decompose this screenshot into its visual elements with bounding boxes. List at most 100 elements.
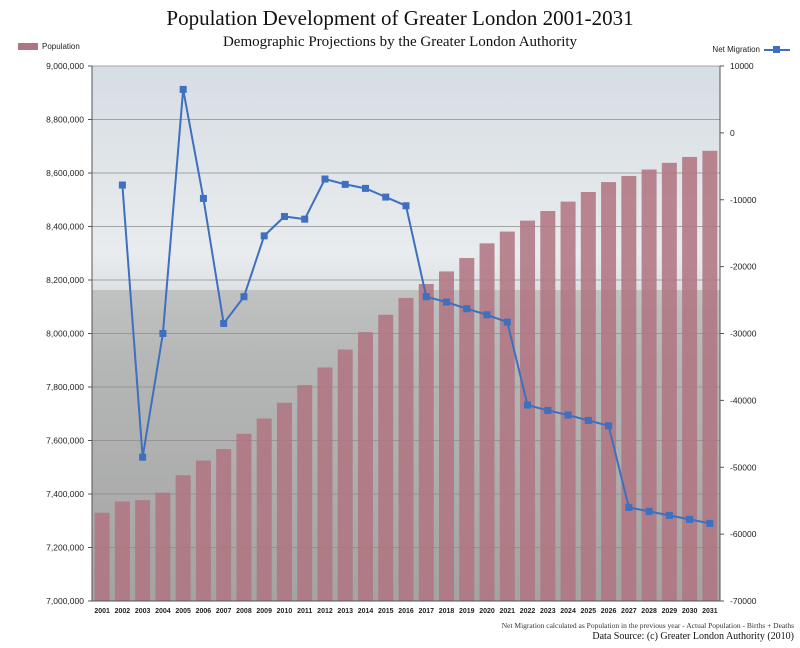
population-bar xyxy=(601,182,617,601)
net-migration-point xyxy=(159,330,167,337)
population-bar xyxy=(398,297,414,601)
x-tick-label: 2030 xyxy=(682,608,698,615)
x-tick-label: 2002 xyxy=(115,608,131,615)
net-migration-point xyxy=(483,311,491,319)
net-migration-point xyxy=(706,519,714,527)
legend-population-label: Population xyxy=(42,42,80,51)
net-migration-point xyxy=(179,85,187,93)
population-bar xyxy=(155,492,171,601)
net-migration-point xyxy=(402,202,410,210)
footnote: Net Migration calculated as Population i… xyxy=(501,621,794,630)
x-tick-label: 2024 xyxy=(560,608,576,615)
population-bar xyxy=(459,258,475,601)
y2-tick-label: -40000 xyxy=(730,395,757,405)
net-migration-swatch xyxy=(764,45,790,53)
net-migration-point xyxy=(260,232,268,240)
population-bar xyxy=(378,314,394,601)
x-tick-label: 2028 xyxy=(641,608,657,615)
y-tick-label: 8,000,000 xyxy=(46,329,84,339)
x-tick-label: 2006 xyxy=(196,608,212,615)
x-tick-label: 2031 xyxy=(702,608,718,615)
population-bar xyxy=(479,243,495,602)
legend-net-migration-label: Net Migration xyxy=(712,45,760,54)
x-tick-label: 2009 xyxy=(256,608,272,615)
population-bar xyxy=(216,449,232,601)
net-migration-point xyxy=(361,184,369,192)
y2-tick-label: -10000 xyxy=(730,195,757,205)
net-migration-point xyxy=(382,193,390,201)
x-tick-label: 2013 xyxy=(337,608,353,615)
x-tick-label: 2020 xyxy=(479,608,495,615)
population-bar xyxy=(621,175,637,601)
population-swatch xyxy=(18,43,38,50)
net-migration-point xyxy=(118,181,126,189)
chart-title: Population Development of Greater London… xyxy=(166,6,634,30)
x-tick-label: 2008 xyxy=(236,608,252,615)
y-tick-label: 8,800,000 xyxy=(46,115,84,125)
y-tick-label: 9,000,000 xyxy=(46,61,84,71)
net-migration-point xyxy=(463,305,471,313)
net-migration-point xyxy=(503,318,511,326)
y-tick-label: 7,400,000 xyxy=(46,489,84,499)
legend-population: Population xyxy=(18,42,80,51)
net-migration-point xyxy=(321,175,329,183)
chart-subtitle: Demographic Projections by the Greater L… xyxy=(222,34,578,50)
net-migration-point xyxy=(584,416,592,424)
x-tick-label: 2010 xyxy=(277,608,293,615)
x-tick-label: 2015 xyxy=(378,608,394,615)
population-bar xyxy=(580,191,596,601)
net-migration-point xyxy=(605,422,613,430)
y2-tick-label: -60000 xyxy=(730,529,757,539)
net-migration-point xyxy=(139,453,147,461)
population-bar xyxy=(175,475,191,601)
y2-tick-label: 0 xyxy=(730,128,735,138)
legend-net-migration: Net Migration xyxy=(712,45,790,54)
net-migration-point xyxy=(199,194,207,202)
x-tick-label: 2003 xyxy=(135,608,151,615)
x-tick-label: 2029 xyxy=(662,608,678,615)
population-bar xyxy=(135,500,151,601)
net-migration-point xyxy=(564,411,572,419)
x-tick-label: 2007 xyxy=(216,608,232,615)
net-migration-point xyxy=(645,507,653,515)
population-bar xyxy=(297,385,313,601)
x-tick-label: 2023 xyxy=(540,608,556,615)
population-bar xyxy=(520,220,536,602)
population-bar xyxy=(682,156,698,601)
x-tick-label: 2001 xyxy=(94,608,110,615)
net-migration-line xyxy=(121,89,711,525)
x-tick-label: 2018 xyxy=(439,608,455,615)
y-tick-label: 8,600,000 xyxy=(46,168,84,178)
net-migration-point xyxy=(544,406,552,414)
x-tick-label: 2005 xyxy=(175,608,191,615)
population-bar xyxy=(94,512,110,601)
x-tick-label: 2011 xyxy=(297,608,312,615)
population-bar xyxy=(357,332,373,601)
x-tick-label: 2027 xyxy=(621,608,637,615)
y-tick-label: 8,200,000 xyxy=(46,275,84,285)
y2-tick-label: 10000 xyxy=(730,61,754,71)
x-tick-label: 2012 xyxy=(317,608,333,615)
net-migration-point xyxy=(280,212,288,220)
y2-tick-label: -70000 xyxy=(730,596,757,606)
population-bar xyxy=(276,402,292,601)
net-migration-point xyxy=(686,515,694,523)
x-tick-label: 2026 xyxy=(601,608,617,615)
x-tick-label: 2022 xyxy=(520,608,536,615)
net-migration-point xyxy=(301,215,309,223)
population-bar xyxy=(337,349,353,601)
y2-tick-label: -30000 xyxy=(730,329,757,339)
data-source: Data Source: (c) Greater London Authorit… xyxy=(592,631,794,642)
net-migration-point xyxy=(341,180,349,188)
population-bar xyxy=(236,433,252,601)
y-tick-label: 7,200,000 xyxy=(46,543,84,553)
net-migration-point xyxy=(625,503,633,511)
y-tick-label: 7,000,000 xyxy=(46,596,84,606)
population-bar xyxy=(702,150,718,602)
population-bar xyxy=(256,418,272,601)
population-bar xyxy=(317,367,333,601)
x-tick-label: 2004 xyxy=(155,608,171,615)
population-bar xyxy=(195,460,211,601)
population-bar xyxy=(114,501,130,601)
